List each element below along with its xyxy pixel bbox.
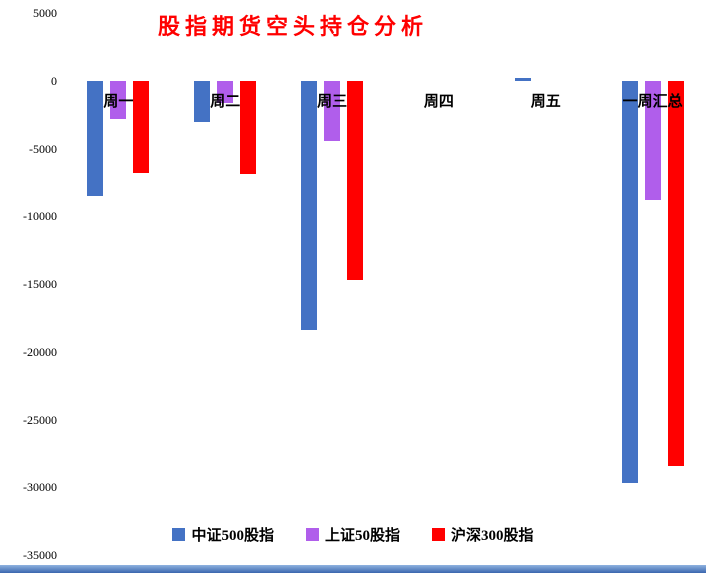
bar <box>621 81 638 484</box>
bar <box>110 81 127 119</box>
y-tick-label: 5000 <box>33 6 57 21</box>
y-tick-label: -35000 <box>23 547 57 562</box>
bottom-scrollbar-strip <box>0 565 706 573</box>
y-tick-label: -5000 <box>29 141 57 156</box>
legend-item: 沪深300股指 <box>432 524 534 545</box>
bar <box>644 81 661 201</box>
y-tick-label: -20000 <box>23 344 57 359</box>
y-tick-label: -10000 <box>23 209 57 224</box>
y-tick-label: -15000 <box>23 277 57 292</box>
legend-label: 上证50股指 <box>324 528 400 544</box>
bar <box>667 81 684 466</box>
bar <box>194 81 211 122</box>
legend-label: 沪深300股指 <box>451 528 534 544</box>
legend-swatch <box>172 528 186 541</box>
legend-label: 中证500股指 <box>191 528 274 544</box>
bar <box>133 81 150 174</box>
legend-swatch <box>305 528 319 541</box>
bar <box>240 81 257 175</box>
bar <box>301 81 318 331</box>
bar <box>514 78 531 81</box>
y-tick-label: 0 <box>51 74 57 88</box>
legend: 中证500股指 上证50股指 沪深300股指 <box>0 524 706 545</box>
bar <box>324 81 341 141</box>
category-label: 周二 <box>210 94 241 110</box>
category-label: 周四 <box>423 94 454 110</box>
y-tick-label: -30000 <box>23 480 57 495</box>
legend-swatch <box>432 528 445 541</box>
legend-item: 中证500股指 <box>172 524 274 545</box>
category-label: 一周汇总 <box>622 94 683 110</box>
legend-item: 上证50股指 <box>305 524 400 545</box>
category-label: 周三 <box>317 94 348 110</box>
bar <box>347 81 364 281</box>
bar <box>87 81 104 197</box>
bar <box>217 81 234 103</box>
category-label: 周一 <box>103 94 134 110</box>
y-tick-label: -25000 <box>23 412 57 427</box>
category-label: 周五 <box>530 94 561 110</box>
chart-title: 股指期货空头持仓分析 <box>158 14 429 39</box>
